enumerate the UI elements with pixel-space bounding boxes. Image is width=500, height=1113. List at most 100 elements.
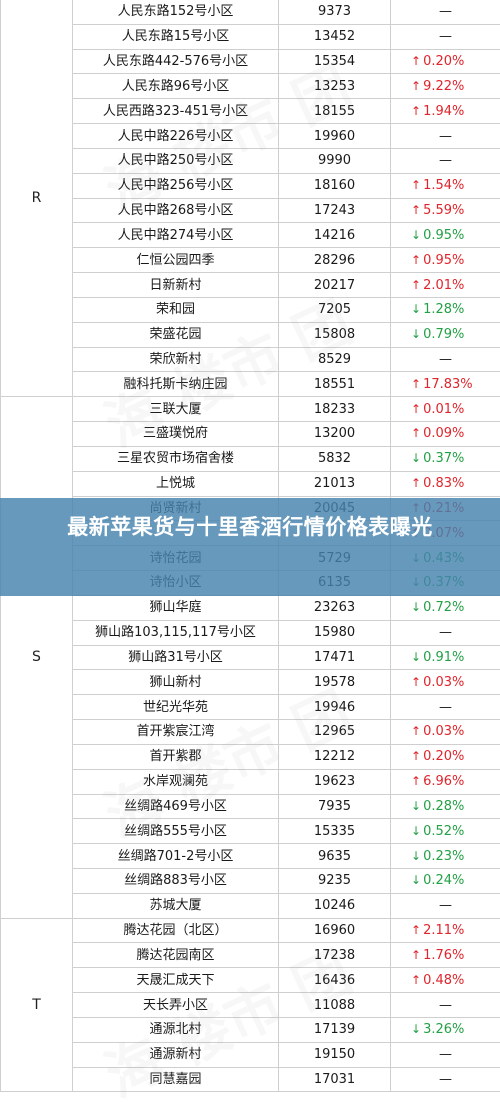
community-name: 荣欣新村 — [73, 347, 279, 372]
change-value: 0.20% — [423, 749, 464, 764]
arrow-down-icon: ↓ — [411, 327, 421, 341]
community-name: 腾达花园（北区） — [73, 918, 279, 943]
price-change: ↑0.95% — [391, 248, 500, 273]
price-value: 14216 — [279, 223, 391, 248]
price-value: 17139 — [279, 1017, 391, 1042]
community-name: 狮山路31号小区 — [73, 645, 279, 670]
change-value: 0.23% — [423, 849, 464, 864]
price-change: ↑6.96% — [391, 769, 500, 794]
change-value: 0.37% — [423, 451, 464, 466]
price-value: 16960 — [279, 918, 391, 943]
arrow-up-icon: ↑ — [411, 79, 421, 93]
price-change: — — [391, 1067, 500, 1092]
change-value: 0.48% — [423, 973, 464, 988]
price-value: 18233 — [279, 397, 391, 422]
community-name: 人民中路250号小区 — [73, 148, 279, 173]
price-change: — — [391, 1042, 500, 1067]
community-name: 丝绸路469号小区 — [73, 794, 279, 819]
price-change: — — [391, 347, 500, 372]
community-name: 腾达花园南区 — [73, 943, 279, 968]
change-value: 5.59% — [423, 203, 464, 218]
community-name: 三联大厦 — [73, 397, 279, 422]
price-change: ↑1.76% — [391, 943, 500, 968]
price-value: 8529 — [279, 347, 391, 372]
price-value: 17238 — [279, 943, 391, 968]
price-change: ↓0.23% — [391, 844, 500, 869]
arrow-down-icon: ↓ — [411, 1022, 421, 1036]
price-value: 15980 — [279, 620, 391, 645]
community-name: 苏城大厦 — [73, 893, 279, 918]
price-value: 15354 — [279, 49, 391, 74]
community-name: 人民中路274号小区 — [73, 223, 279, 248]
price-value: 7205 — [279, 297, 391, 322]
price-value: 15335 — [279, 819, 391, 844]
arrow-up-icon: ↑ — [411, 973, 421, 987]
community-name: 人民东路15号小区 — [73, 24, 279, 49]
price-change: ↑0.83% — [391, 471, 500, 496]
arrow-down-icon: ↓ — [411, 824, 421, 838]
price-change: ↑17.83% — [391, 372, 500, 397]
change-value: 1.28% — [423, 302, 464, 317]
change-value: 0.72% — [423, 600, 464, 615]
price-value: 21013 — [279, 471, 391, 496]
price-value: 20217 — [279, 273, 391, 298]
price-change: ↑1.94% — [391, 99, 500, 124]
price-change: ↓3.26% — [391, 1017, 500, 1042]
price-value: 17471 — [279, 645, 391, 670]
community-name: 人民东路96号小区 — [73, 74, 279, 99]
price-value: 19578 — [279, 670, 391, 695]
price-change: ↓0.28% — [391, 794, 500, 819]
arrow-up-icon: ↑ — [411, 476, 421, 490]
price-change: ↑0.20% — [391, 744, 500, 769]
price-change: ↑0.01% — [391, 397, 500, 422]
price-change: — — [391, 148, 500, 173]
arrow-up-icon: ↑ — [411, 426, 421, 440]
community-name: 首开紫宸江湾 — [73, 720, 279, 745]
price-value: 15808 — [279, 322, 391, 347]
price-change: ↓0.91% — [391, 645, 500, 670]
community-name: 三盛璞悦府 — [73, 422, 279, 447]
community-name: 狮山华庭 — [73, 595, 279, 620]
price-change: ↑1.54% — [391, 173, 500, 198]
arrow-up-icon: ↑ — [411, 923, 421, 937]
arrow-down-icon: ↓ — [411, 873, 421, 887]
price-value: 12212 — [279, 744, 391, 769]
price-value: 7935 — [279, 794, 391, 819]
community-name: 通源新村 — [73, 1042, 279, 1067]
arrow-up-icon: ↑ — [411, 203, 421, 217]
price-value: 17031 — [279, 1067, 391, 1092]
change-value: 9.22% — [423, 79, 464, 94]
arrow-down-icon: ↓ — [411, 228, 421, 242]
price-value: 18155 — [279, 99, 391, 124]
change-value: 1.94% — [423, 104, 464, 119]
arrow-down-icon: ↓ — [411, 650, 421, 664]
community-name: 人民中路268号小区 — [73, 198, 279, 223]
community-name: 丝绸路555号小区 — [73, 819, 279, 844]
community-name: 日新新村 — [73, 273, 279, 298]
community-name: 荣盛花园 — [73, 322, 279, 347]
group-letter: R — [1, 0, 73, 397]
price-value: 12965 — [279, 720, 391, 745]
arrow-down-icon: ↓ — [411, 600, 421, 614]
change-value: 2.01% — [423, 278, 464, 293]
